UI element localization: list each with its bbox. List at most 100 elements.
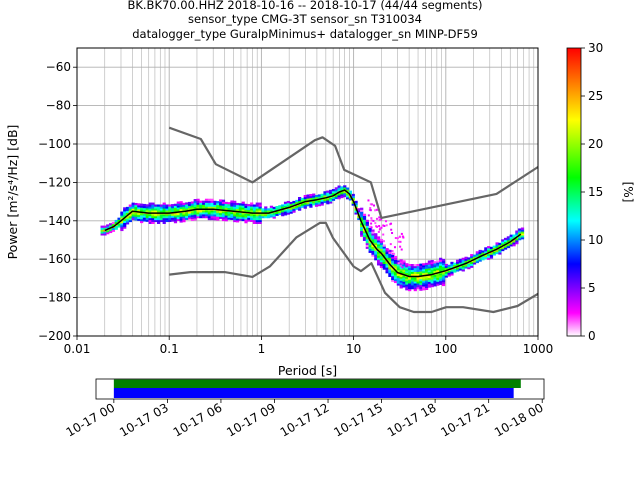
density-cell [244, 215, 248, 218]
density-cell [182, 202, 186, 205]
density-cell [216, 218, 220, 221]
density-cell [224, 213, 228, 216]
density-cell [385, 255, 389, 258]
density-cell [187, 213, 192, 216]
density-cell [464, 264, 468, 267]
density-cell [275, 213, 279, 216]
density-cell [145, 217, 149, 220]
density-cell [413, 277, 417, 280]
density-cell [385, 248, 389, 251]
density-cell [430, 260, 434, 263]
density-cell [173, 219, 178, 222]
density-cell [255, 204, 259, 207]
density-cell [396, 275, 400, 278]
density-cell [250, 204, 254, 207]
density-cell [498, 248, 502, 251]
density-cell [151, 204, 155, 207]
density-cell [430, 263, 434, 267]
density-cell [309, 201, 313, 204]
density-cell [131, 208, 135, 211]
density-cell [331, 198, 336, 201]
density-cell [424, 280, 429, 283]
density-cell [317, 196, 321, 199]
density-cell [368, 250, 372, 253]
density-cell [388, 269, 392, 272]
density-cell [151, 214, 155, 217]
density-cell [393, 273, 398, 276]
density-cell [467, 259, 471, 262]
timeline-tick-label: 10-17 21 [438, 400, 492, 439]
density-cell [258, 210, 262, 213]
density-cell [402, 277, 406, 280]
density-cell [419, 286, 423, 289]
timeline-tick-label: 10-17 03 [117, 400, 171, 439]
density-cell [235, 218, 240, 221]
density-cell [303, 194, 307, 198]
density-cell [207, 212, 211, 215]
density-cell [219, 214, 223, 217]
density-cell [323, 193, 327, 196]
density-cell [379, 265, 384, 269]
timeline-tick-label: 10-17 18 [385, 400, 439, 439]
density-cell [413, 271, 417, 274]
colorbar-label: [%] [621, 182, 635, 203]
density-cell [252, 217, 257, 221]
density-cell [391, 275, 395, 279]
density-cell [498, 242, 502, 245]
density-cell [148, 214, 152, 217]
density-cell [518, 236, 522, 239]
density-cell [362, 221, 367, 224]
density-cell [402, 266, 406, 269]
density-cell [472, 256, 477, 259]
y-tick-label: −100 [38, 137, 71, 151]
density-cell [162, 210, 166, 213]
density-cell [362, 217, 367, 220]
density-cell [439, 273, 443, 276]
density-cell [399, 276, 403, 279]
density-cell [374, 240, 378, 244]
x-axis: 0.01 0.1 1 10 100 1000 [64, 336, 553, 356]
density-cell [123, 220, 127, 223]
density-cell [422, 280, 426, 283]
density-cell [368, 248, 372, 252]
density-cell [377, 230, 380, 233]
density-cell [216, 201, 220, 204]
density-cell [520, 235, 525, 238]
density-cell [258, 206, 262, 209]
density-cell [182, 208, 186, 211]
density-cell [176, 205, 180, 208]
density-cell [374, 242, 378, 246]
density-cell [391, 268, 395, 271]
density-cell [379, 248, 384, 251]
density-cell [390, 228, 393, 231]
density-cell [207, 217, 211, 221]
density-cell [303, 196, 307, 200]
plot-background [77, 48, 538, 336]
title-line-3: datalogger_type GuralpMinimus+ datalogge… [132, 27, 478, 41]
density-cell [255, 219, 259, 223]
density-cell [187, 201, 192, 205]
density-cell [131, 206, 135, 209]
density-cell [266, 208, 271, 211]
density-cell [367, 199, 370, 202]
density-cell [365, 242, 369, 246]
density-cell [145, 206, 149, 209]
density-cell [399, 268, 403, 272]
density-cell [489, 256, 494, 259]
density-cell [461, 267, 465, 270]
density-cell [399, 259, 403, 262]
density-cell [495, 250, 499, 253]
density-cell [408, 267, 412, 271]
density-cell [230, 215, 234, 219]
density-cell [145, 219, 149, 222]
title-line-2: sensor_type CMG-3T sensor_sn T310034 [188, 12, 422, 26]
density-cell [199, 204, 203, 207]
density-cell [123, 222, 127, 225]
density-cell [100, 227, 104, 230]
title-line-1: BK.BK70.00.HHZ 2018-10-16 -- 2018-10-17 … [127, 0, 483, 12]
density-cell [388, 274, 392, 277]
density-cell [258, 221, 262, 224]
density-cell [398, 235, 401, 238]
density-cell [515, 234, 519, 237]
density-cell [447, 270, 451, 273]
